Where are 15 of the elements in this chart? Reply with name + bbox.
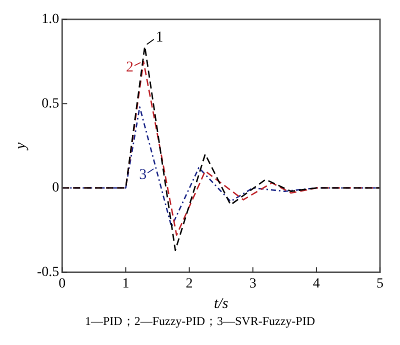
y-tick-label: 0.5	[42, 96, 60, 112]
x-tick-label: 4	[312, 276, 320, 292]
x-axis-title: t/s	[214, 296, 228, 312]
y-tick-label: 1.0	[42, 12, 60, 28]
series-label: 1	[156, 29, 164, 46]
y-tick-label: 0	[52, 180, 60, 196]
text: 1—PID；2—Fuzzy-PID；3—SVR-Fuzzy-PID	[84, 313, 316, 330]
x-tick-label: 5	[376, 276, 384, 292]
x-tick-label: 2	[186, 276, 193, 292]
x-tick-label: 3	[249, 276, 256, 292]
legend-label: 3	[139, 166, 147, 183]
legend-label: 2	[126, 59, 134, 76]
x-tick-label: 1	[122, 276, 130, 292]
y-axis-title: y	[12, 142, 29, 152]
y-tick-label: -0.5	[36, 264, 60, 280]
